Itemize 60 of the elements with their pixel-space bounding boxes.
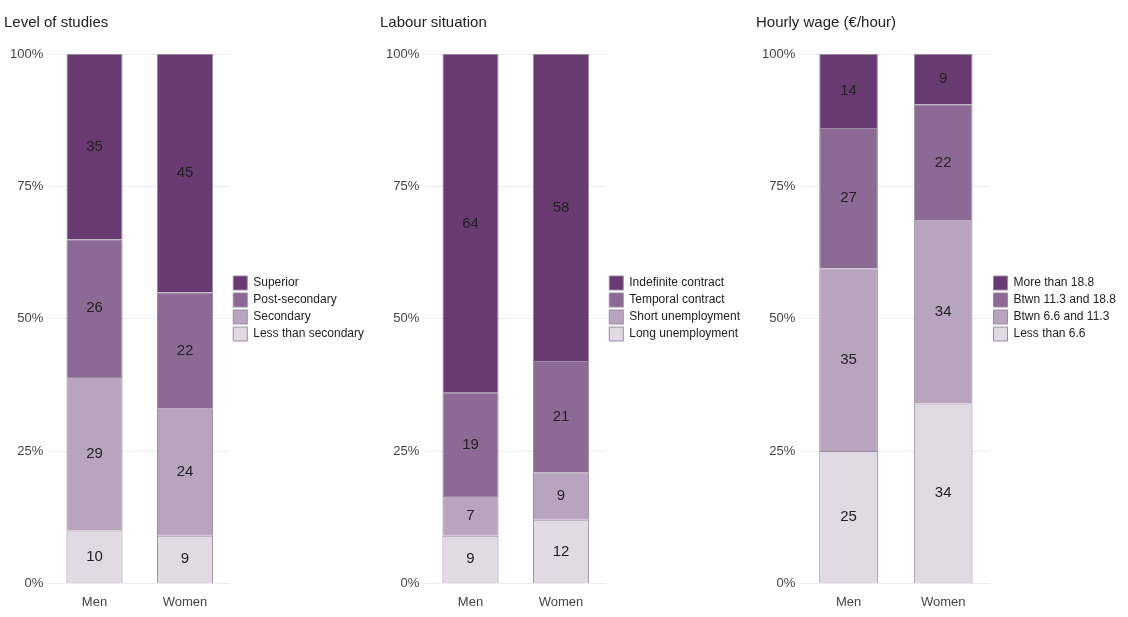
- data-label: 14: [840, 81, 857, 99]
- data-label: 9: [556, 486, 566, 504]
- x-tick-label: Women: [538, 593, 584, 609]
- y-tick-label: 25%: [17, 442, 44, 458]
- x-tick-label: Men: [457, 593, 484, 609]
- y-tick-label: 25%: [769, 442, 796, 458]
- data-label: 34: [934, 483, 952, 501]
- data-label: 45: [176, 163, 194, 181]
- y-tick-label: 0%: [776, 574, 796, 590]
- x-tick-label: Women: [162, 593, 208, 609]
- data-label: 9: [466, 549, 475, 567]
- chart-title: Level of studies: [4, 13, 109, 31]
- y-tick-label: 75%: [17, 177, 44, 193]
- data-label: 9: [939, 69, 948, 87]
- legend-label: Superior: [253, 275, 299, 290]
- y-tick-label: 0%: [400, 574, 420, 590]
- legend-label: Less than secondary: [253, 326, 365, 341]
- chart-title: Labour situation: [380, 13, 487, 31]
- legend-label: More than 18.8: [1013, 275, 1095, 290]
- data-label: 24: [176, 462, 194, 480]
- y-tick-label: 100%: [762, 45, 796, 61]
- legend-label: Long unemployment: [629, 326, 739, 341]
- legend-label: Post-secondary: [253, 292, 337, 307]
- legend-label: Indefinite contract: [629, 275, 725, 290]
- data-label: 25: [840, 507, 857, 525]
- y-tick-label: 25%: [393, 442, 420, 458]
- data-label: 64: [462, 213, 479, 231]
- data-label: 34: [934, 302, 952, 320]
- x-tick-label: Women: [920, 593, 966, 609]
- data-label: 29: [86, 443, 103, 461]
- data-label: 9: [180, 549, 190, 567]
- y-tick-label: 75%: [769, 177, 796, 193]
- x-tick-label: Men: [835, 593, 862, 609]
- data-label: 26: [86, 298, 103, 316]
- data-label: 58: [552, 197, 570, 215]
- data-label: 21: [552, 406, 570, 424]
- legend-label: Btwn 6.6 and 11.3: [1013, 309, 1110, 324]
- y-tick-label: 50%: [393, 310, 420, 326]
- legend-label: Less than 6.6: [1013, 326, 1086, 341]
- data-label: 35: [86, 136, 103, 154]
- y-tick-label: 50%: [17, 310, 44, 326]
- data-label: 27: [840, 188, 857, 206]
- legend-label: Btwn 11.3 and 18.8: [1013, 292, 1117, 307]
- x-tick-label: Men: [81, 593, 108, 609]
- legend-label: Temporal contract: [629, 292, 726, 307]
- data-label: 22: [176, 340, 194, 358]
- data-label: 22: [934, 152, 952, 170]
- y-tick-label: 0%: [24, 574, 44, 590]
- y-tick-label: 100%: [10, 45, 44, 61]
- data-label: 19: [462, 434, 479, 452]
- data-label: 7: [466, 506, 475, 524]
- y-tick-label: 100%: [386, 45, 420, 61]
- y-tick-label: 75%: [393, 177, 420, 193]
- data-label: 10: [86, 546, 103, 564]
- chart-title: Hourly wage (€/hour): [756, 13, 897, 31]
- legend-label: Short unemployment: [629, 309, 741, 324]
- y-tick-label: 50%: [769, 310, 796, 326]
- data-label: 12: [552, 541, 570, 559]
- legend-label: Secondary: [253, 309, 311, 324]
- data-label: 35: [840, 349, 857, 367]
